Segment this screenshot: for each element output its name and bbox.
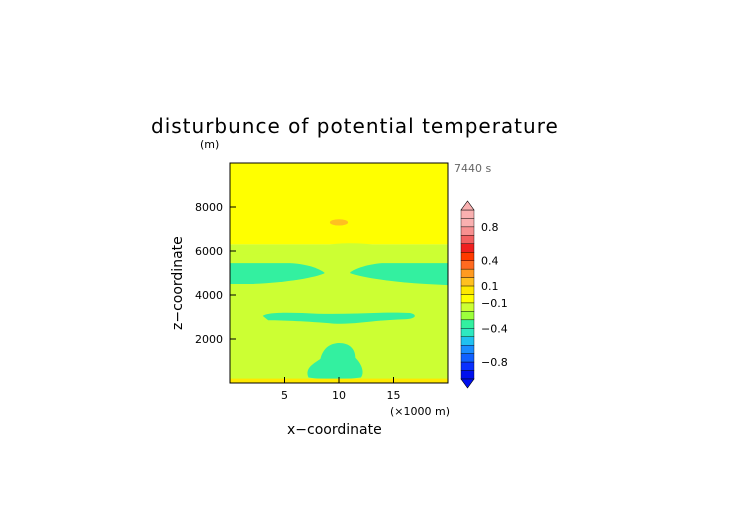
- colorbar-band: [460, 311, 475, 321]
- colorbar-label: −0.8: [481, 356, 508, 369]
- colorbar-band: [460, 328, 475, 337]
- y-tick-label: 8000: [195, 201, 223, 214]
- colorbar-band: [460, 353, 475, 363]
- colorbar-band: [460, 294, 475, 304]
- colorbar-band: [460, 336, 475, 346]
- colorbar-label: 0.1: [481, 280, 499, 293]
- region-cool-bottom-blob: [307, 342, 363, 380]
- colorbar-band: [460, 243, 475, 253]
- y-tick-label: 6000: [195, 245, 223, 258]
- region-upper-yellow: [230, 163, 448, 245]
- x-tick-label: 5: [281, 389, 288, 402]
- colorbar-label: −0.1: [481, 297, 508, 310]
- x-tick-label: 15: [387, 389, 401, 402]
- colorbar-label: 0.4: [481, 255, 499, 268]
- colorbar-band: [460, 218, 475, 228]
- colorbar: [460, 200, 475, 389]
- region-cool-band-left: [230, 263, 325, 284]
- region-warm-blob: [329, 219, 349, 226]
- y-axis-ticks: 2000 4000 6000 8000: [195, 201, 236, 346]
- colorbar-label: 0.8: [481, 221, 499, 234]
- colorbar-band: [460, 235, 475, 245]
- x-axis-unit: (×1000 m): [390, 405, 451, 418]
- y-tick-label: 2000: [195, 333, 223, 346]
- colorbar-label: −0.4: [481, 322, 508, 335]
- colorbar-under-arrow: [460, 378, 475, 389]
- region-cool-band-right: [349, 263, 448, 286]
- colorbar-band: [460, 260, 475, 270]
- x-axis-label: x−coordinate: [287, 422, 382, 438]
- region-cool-band-middle: [262, 312, 415, 324]
- colorbar-band: [460, 370, 475, 380]
- colorbar-band: [460, 252, 475, 261]
- plot-area: [230, 163, 448, 383]
- colorbar-band: [460, 285, 475, 295]
- time-label: 7440 s: [454, 162, 492, 175]
- colorbar-band: [460, 226, 475, 236]
- colorbar-band: [460, 277, 475, 287]
- x-axis-ticks: 5 10 15: [281, 377, 401, 402]
- colorbar-band: [460, 268, 475, 278]
- colorbar-band: [460, 302, 475, 312]
- y-tick-label: 4000: [195, 289, 223, 302]
- x-tick-label: 10: [332, 389, 346, 402]
- colorbar-band: [460, 209, 475, 219]
- y-axis-unit: (m): [200, 138, 220, 151]
- colorbar-band: [460, 319, 475, 329]
- colorbar-band: [460, 345, 475, 354]
- colorbar-band: [460, 361, 475, 371]
- colorbar-over-arrow: [460, 200, 475, 211]
- colorbar-labels: 0.8 0.4 0.1 −0.1 −0.4 −0.8: [481, 221, 508, 369]
- chart-title: disturbunce of potential temperature: [151, 114, 559, 138]
